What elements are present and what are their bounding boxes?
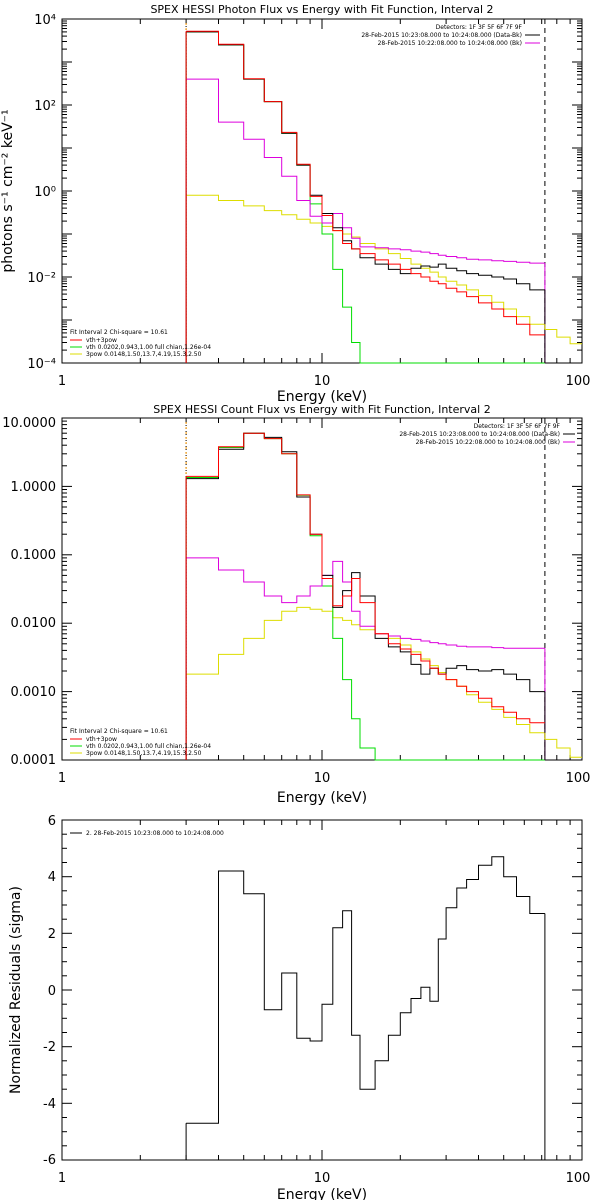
count-series-green	[186, 432, 545, 761]
photon-ytick-1e0: 10⁰	[34, 185, 56, 200]
photon-xtick-1: 1	[58, 374, 66, 389]
photon-header-detectors: Detectors: 1F 3F 5F 6F 7F 9F	[436, 24, 523, 31]
photon-ytick-1e-2: 10⁻²	[27, 271, 56, 286]
count-axis-ticks	[61, 417, 583, 761]
photon-series-green	[186, 31, 545, 364]
residuals-ytick-4: 4	[48, 870, 56, 885]
count-fit-info: Fit Interval 2 Chi-square = 10.61	[70, 728, 168, 735]
count-legend-3pow: 3pow 0.0148,1.50,13.7,4.19,15.3,2.50	[86, 750, 202, 757]
count-series-yellow-tail	[544, 738, 582, 758]
count-header-detectors: Detectors: 1F 3F 5F 6F 7F 9F	[474, 423, 561, 430]
photon-ytick-1e2: 10²	[34, 99, 56, 114]
residuals-ytick--2: -2	[43, 1040, 56, 1055]
count-legend-fit: vth+3pow	[86, 736, 117, 743]
photon-series-red	[186, 30, 545, 336]
photon-ytick-1e4: 10⁴	[34, 13, 56, 28]
photon-series-yellow-tail	[544, 329, 582, 345]
count-xlabel: Energy (keV)	[277, 790, 367, 806]
count-flux-panel: SPEX HESSI Count Flux vs Energy with Fit…	[2, 403, 590, 806]
count-header-data-interval: 28-Feb-2015 10:23:08.000 to 10:24:08.000…	[399, 431, 560, 438]
count-ytick-0.0100: 0.0100	[11, 616, 57, 631]
residuals-ytick-0: 0	[48, 984, 56, 999]
photon-header-bk-interval: 28-Feb-2015 10:22:08.000 to 10:24:08.000…	[378, 40, 522, 47]
photon-flux-panel: SPEX HESSI Photon Flux vs Energy with Fi…	[0, 3, 590, 405]
photon-xtick-100: 100	[566, 374, 591, 389]
count-series	[185, 418, 582, 761]
count-ytick-0.1000: 0.1000	[11, 548, 57, 563]
count-series-yellow	[186, 606, 545, 734]
residuals-panel: 1 10 100 Energy (keV) -6 -4 -2 0 2 4 6 N…	[8, 814, 590, 1200]
photon-series-yellow	[186, 194, 545, 325]
residuals-ytick-2: 2	[48, 927, 56, 942]
count-ytick-1.0000: 1.0000	[11, 480, 57, 495]
photon-series-black	[186, 31, 545, 291]
photon-xtick-10: 10	[314, 374, 331, 389]
residuals-series-black	[186, 856, 545, 1124]
residuals-ytick-6: 6	[48, 814, 56, 829]
residuals-ytick--6: -6	[43, 1153, 56, 1168]
count-header-bk-interval: 28-Feb-2015 10:22:08.000 to 10:24:08.000…	[416, 439, 560, 446]
count-ytick-0.0010: 0.0010	[11, 685, 57, 700]
count-series-red	[186, 432, 545, 724]
photon-legend-fit: vth+3pow	[86, 337, 117, 344]
residuals-xtick-100: 100	[566, 1171, 591, 1186]
residuals-ytick--4: -4	[43, 1097, 56, 1112]
residuals-xlabel: Energy (keV)	[277, 1187, 367, 1200]
count-panel-title: SPEX HESSI Count Flux vs Energy with Fit…	[153, 403, 490, 416]
count-xtick-100: 100	[566, 771, 591, 786]
count-xtick-10: 10	[314, 771, 331, 786]
residuals-legend-label: 2. 28-Feb-2015 10:23:08.000 to 10:24:08.…	[86, 830, 224, 837]
photon-header-data-interval: 28-Feb-2015 10:23:08.000 to 10:24:08.000…	[361, 32, 522, 39]
photon-axis-ticks	[61, 18, 583, 364]
photon-fit-info: Fit Interval 2 Chi-square = 10.61	[70, 329, 168, 336]
photon-series-magenta	[186, 78, 545, 264]
count-xtick-1: 1	[58, 771, 66, 786]
residuals-axis-ticks	[61, 819, 583, 1161]
count-ytick-0.0001: 0.0001	[11, 753, 57, 768]
photon-ytick-1e-4: 10⁻⁴	[27, 357, 56, 372]
residuals-xtick-1: 1	[58, 1171, 66, 1186]
residuals-series	[185, 856, 546, 1160]
residuals-ylabel: Normalized Residuals (sigma)	[8, 886, 24, 1094]
count-ytick-10.0000: 10.0000	[2, 416, 56, 431]
photon-ylabel: photons s⁻¹ cm⁻² keV⁻¹	[0, 109, 16, 272]
photon-panel-title: SPEX HESSI Photon Flux vs Energy with Fi…	[150, 3, 493, 16]
count-series-black	[186, 432, 545, 693]
photon-legend-3pow: 3pow 0.0148,1.50,13.7,4.19,15.3,2.50	[86, 351, 202, 358]
photon-series	[185, 19, 582, 364]
photon-xlabel: Energy (keV)	[277, 389, 367, 405]
count-legend-vth: vth 0.0202,0.943,1.00 full chian,1.26e-0…	[86, 743, 211, 750]
photon-legend-vth: vth 0.0202,0.943,1.00 full chian,1.26e-0…	[86, 344, 211, 351]
residuals-xtick-10: 10	[314, 1171, 331, 1186]
